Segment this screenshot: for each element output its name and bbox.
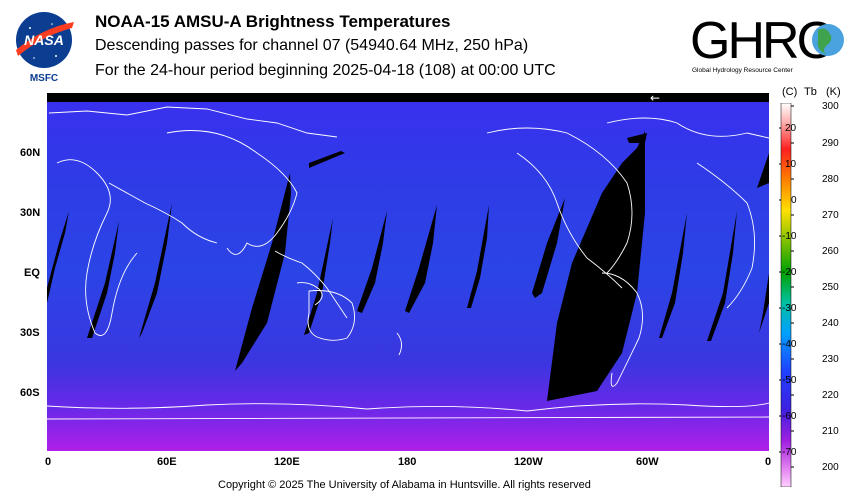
top-gap-band [47,93,769,102]
colorbar-kelvin-label: 260 [822,246,839,257]
colorbar-kelvin-label: 290 [822,138,839,149]
msfc-logo-text: MSFC [30,73,58,84]
nasa-logo: NASA MSFC [16,12,74,84]
lat-label-eq: EQ [24,267,40,279]
colorbar-kelvin-label: 240 [822,318,839,329]
orbit-arrow: ← [650,93,660,105]
colorbar-kelvin-label: 210 [822,426,839,437]
colorbar-celsius-label: -20 [782,267,797,278]
colorbar-celsius-label: -30 [782,303,797,314]
colorbar-gradient [780,103,792,487]
page-subtitle: Descending passes for channel 07 (54940.… [95,37,529,54]
colorbar-kelvin-label: 200 [822,462,839,473]
ghrc-logo-text: GHRC [690,12,833,70]
colorbar-celsius-label: 0 [791,195,797,206]
colorbar-kelvin-label: 300 [822,101,839,112]
colorbar-celsius-label: 20 [785,123,797,134]
colorbar-celsius-label: -70 [782,447,797,458]
colorbar-kelvin-label: 270 [822,210,839,221]
lon-label-0-right: 0 [765,456,772,468]
colorbar-kelvin-label: 230 [822,354,839,365]
brightness-temperature-map: ← [47,93,769,451]
map-background [47,93,769,451]
copyright-text: Copyright © 2025 The University of Alaba… [218,479,591,491]
period-text: For the 24-hour period beginning 2025-04… [95,62,556,79]
ghrc-subtitle-text: Global Hydrology Resource Center [692,67,794,74]
colorbar [779,103,794,487]
colorbar-celsius-label: -60 [782,411,797,422]
colorbar-celsius-header: (C) [782,86,798,98]
colorbar-kelvin-label: 220 [822,390,839,401]
colorbar-kelvin-label: 280 [822,174,839,185]
colorbar-kelvin-label: 250 [822,282,839,293]
colorbar-celsius-label: -40 [782,339,797,350]
page-title: NOAA-15 AMSU-A Brightness Temperatures [95,12,451,31]
lat-label-60n: 60N [20,147,41,159]
lat-label-30n: 30N [20,207,41,219]
ghrc-logo: GHRC Global Hydrology Resource Center [690,12,844,74]
lon-label-60w: 60W [636,456,659,468]
colorbar-celsius-label: 10 [785,159,797,170]
lat-label-60s: 60S [20,387,40,399]
colorbar-tb-header: Tb [804,86,817,98]
coastlines [47,106,769,420]
colorbar-ticks [779,105,794,468]
lon-label-180: 180 [398,456,417,468]
lon-label-0-left: 0 [45,456,52,468]
lon-label-120w: 120W [514,456,543,468]
nasa-logo-text: NASA [24,32,64,48]
colorbar-celsius-label: -10 [782,231,797,242]
colorbar-kelvin-header: (K) [826,86,841,98]
lon-label-120e: 120E [274,456,300,468]
lat-label-30s: 30S [20,327,40,339]
colorbar-celsius-label: -50 [782,375,797,386]
data-gap-swaths [47,131,769,401]
lon-label-60e: 60E [157,456,177,468]
